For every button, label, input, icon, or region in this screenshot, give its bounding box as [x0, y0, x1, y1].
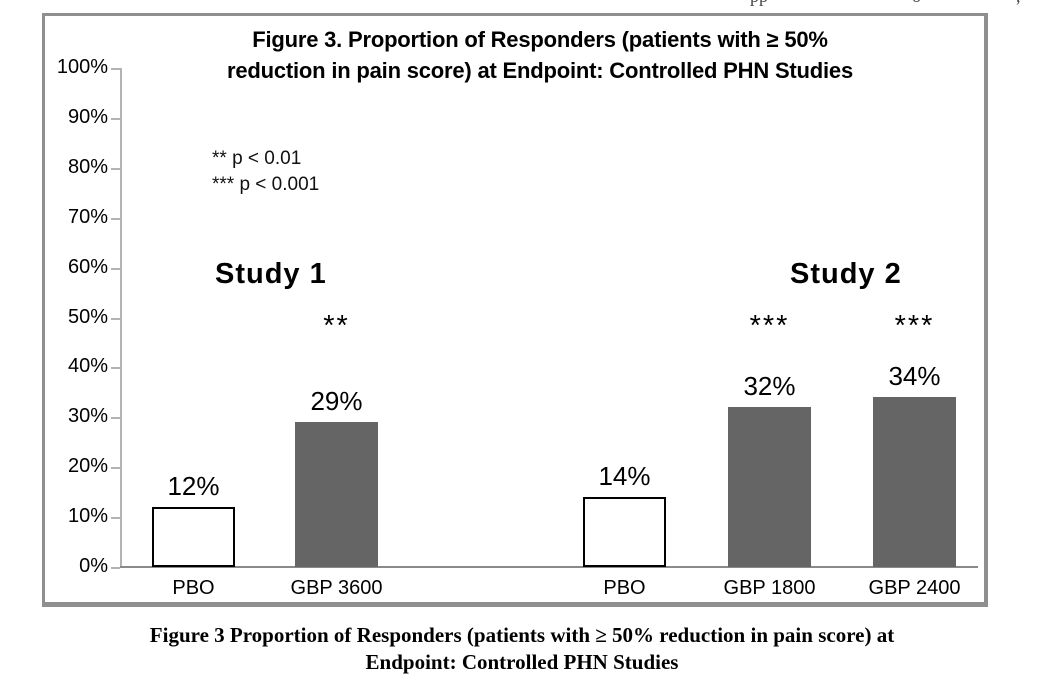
y-axis-tick: [111, 118, 120, 120]
y-axis-label: 20%: [67, 455, 108, 477]
figure-caption-line-1: Figure 3 Proportion of Responders (patie…: [149, 623, 895, 647]
y-axis-tick: [111, 467, 120, 469]
significance-legend-line-1: ** p < 0.01: [212, 148, 302, 169]
bar-value-label: 14%: [598, 461, 651, 491]
chart-title: Figure 3. Proportion of Responders (pati…: [140, 24, 940, 86]
bar-gbp-3600: [295, 422, 378, 567]
bar-value-label: 12%: [167, 471, 220, 501]
bar-pbo: [152, 507, 235, 567]
bar-value-label: 29%: [310, 386, 363, 416]
chart-title-line-2: reduction in pain score) at Endpoint: Co…: [226, 58, 854, 83]
cropped-text-fragment: pp: [750, 0, 768, 7]
y-axis-label: 90%: [67, 106, 108, 128]
chart-title-line-1: Figure 3. Proportion of Responders (pati…: [252, 27, 828, 52]
y-axis-tick: [111, 367, 120, 369]
y-axis-label: 50%: [67, 306, 108, 328]
y-axis-label: 40%: [67, 355, 108, 377]
bar-gbp-2400: [873, 397, 956, 567]
cropped-header-line: pp o ,: [0, 0, 1044, 10]
y-axis-tick: [111, 517, 120, 519]
significance-legend: ** p < 0.01 *** p < 0.001: [212, 146, 319, 198]
significance-legend-line-2: *** p < 0.001: [212, 174, 320, 195]
x-axis-category-label: PBO: [172, 577, 215, 599]
y-axis-tick: [111, 567, 120, 569]
y-axis-label: 0%: [79, 555, 108, 577]
y-axis-tick: [111, 318, 120, 320]
x-axis-category-label: GBP 3600: [290, 577, 383, 599]
y-axis-tick: [111, 417, 120, 419]
x-axis-category-label: PBO: [603, 577, 646, 599]
y-axis-label: 70%: [67, 206, 108, 228]
y-axis-line: [120, 68, 122, 567]
y-axis-tick: [111, 218, 120, 220]
y-axis-tick: [111, 168, 120, 170]
figure-frame: [42, 13, 988, 607]
bar-gbp-1800: [728, 407, 811, 567]
y-axis-label: 30%: [67, 405, 108, 427]
group-label-study-2: Study 2: [790, 258, 902, 290]
y-axis-tick: [111, 68, 120, 70]
cropped-text-fragment: o: [912, 0, 921, 7]
x-axis-line: [120, 566, 978, 568]
x-axis-category-label: GBP 2400: [868, 577, 961, 599]
figure-caption-line-2: Endpoint: Controlled PHN Studies: [365, 650, 679, 674]
y-axis-label: 80%: [67, 156, 108, 178]
y-axis-label: 100%: [56, 56, 108, 78]
y-axis-label: 60%: [67, 256, 108, 278]
significance-marker: ***: [749, 310, 790, 342]
bar-value-label: 32%: [743, 371, 796, 401]
bar-pbo: [583, 497, 666, 567]
figure-caption: Figure 3 Proportion of Responders (patie…: [47, 622, 997, 676]
x-axis-category-label: GBP 1800: [723, 577, 816, 599]
cropped-text-fragment: ,: [1016, 0, 1021, 7]
y-axis-label: 10%: [67, 505, 108, 527]
y-axis-tick: [111, 268, 120, 270]
group-label-study-1: Study 1: [215, 258, 327, 290]
significance-marker: **: [323, 310, 350, 342]
significance-marker: ***: [894, 310, 935, 342]
bar-value-label: 34%: [888, 361, 941, 391]
